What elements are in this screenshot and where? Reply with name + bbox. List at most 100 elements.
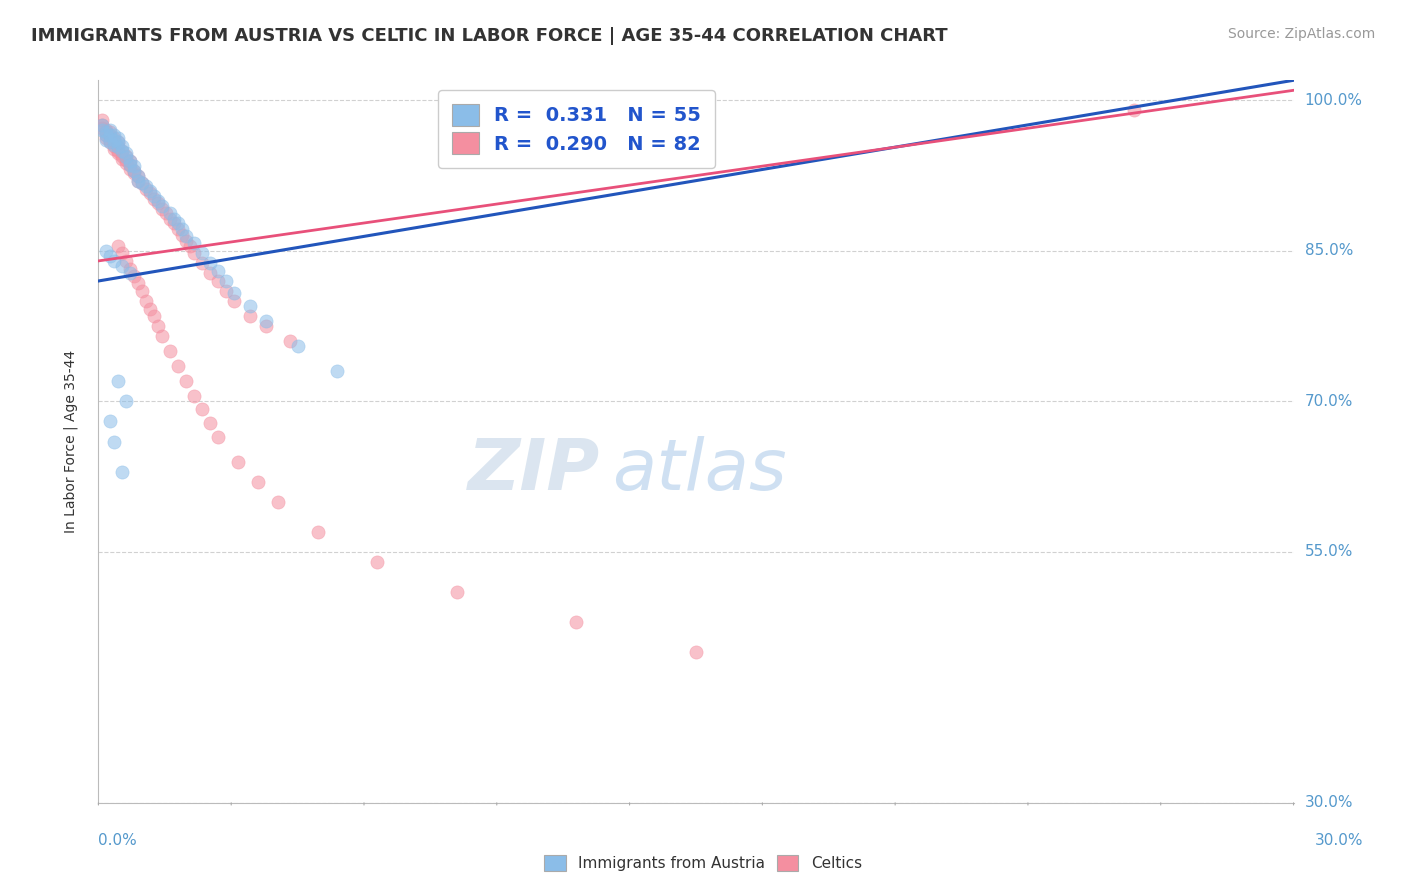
- Text: IMMIGRANTS FROM AUSTRIA VS CELTIC IN LABOR FORCE | AGE 35-44 CORRELATION CHART: IMMIGRANTS FROM AUSTRIA VS CELTIC IN LAB…: [31, 27, 948, 45]
- Point: [115, 153, 138, 167]
- Point: [127, 173, 149, 187]
- Point: [222, 285, 245, 300]
- Point: [198, 266, 221, 280]
- Point: [150, 202, 173, 216]
- Point: [107, 374, 129, 388]
- Point: [103, 133, 125, 147]
- Point: [127, 169, 149, 183]
- Legend: Immigrants from Austria, Celtics: Immigrants from Austria, Celtics: [538, 849, 868, 877]
- Point: [159, 211, 181, 226]
- Point: [207, 274, 229, 288]
- Point: [91, 121, 114, 136]
- Legend: R =  0.331   N = 55, R =  0.290   N = 82: R = 0.331 N = 55, R = 0.290 N = 82: [439, 90, 714, 168]
- Point: [111, 148, 134, 162]
- Point: [183, 235, 205, 250]
- Point: [124, 268, 146, 283]
- Point: [98, 129, 122, 144]
- Point: [155, 205, 177, 219]
- Point: [111, 259, 134, 273]
- Point: [111, 245, 134, 260]
- Point: [98, 128, 122, 143]
- Point: [120, 153, 142, 168]
- Point: [103, 128, 125, 143]
- Point: [226, 454, 249, 468]
- Point: [115, 145, 138, 160]
- Point: [135, 293, 157, 308]
- Point: [120, 157, 142, 171]
- Point: [239, 299, 262, 313]
- Point: [215, 274, 238, 288]
- Point: [98, 414, 122, 428]
- Point: [107, 145, 129, 160]
- Point: [565, 615, 588, 630]
- Point: [1123, 103, 1146, 118]
- Point: [124, 165, 146, 179]
- Point: [143, 309, 166, 323]
- Point: [98, 133, 122, 147]
- Point: [98, 125, 122, 139]
- Point: [107, 136, 129, 150]
- Point: [107, 131, 129, 145]
- Point: [103, 136, 125, 150]
- Point: [120, 153, 142, 168]
- Point: [115, 394, 138, 409]
- Point: [191, 245, 214, 260]
- Point: [107, 139, 129, 153]
- Point: [107, 136, 129, 150]
- Point: [239, 309, 262, 323]
- Point: [91, 123, 114, 137]
- Point: [139, 184, 162, 198]
- Y-axis label: In Labor Force | Age 35-44: In Labor Force | Age 35-44: [63, 350, 77, 533]
- Point: [96, 133, 118, 147]
- Text: 30.0%: 30.0%: [1315, 833, 1362, 848]
- Point: [163, 211, 186, 226]
- Point: [103, 131, 125, 145]
- Point: [167, 359, 190, 374]
- Text: ZIP: ZIP: [468, 436, 600, 505]
- Point: [120, 262, 142, 277]
- Point: [139, 186, 162, 200]
- Point: [307, 524, 329, 539]
- Point: [131, 176, 153, 190]
- Point: [96, 123, 118, 137]
- Point: [120, 161, 142, 176]
- Point: [96, 125, 118, 139]
- Point: [111, 138, 134, 153]
- Point: [139, 301, 162, 316]
- Point: [174, 228, 197, 243]
- Point: [148, 319, 170, 334]
- Point: [207, 264, 229, 278]
- Point: [124, 163, 146, 178]
- Point: [103, 138, 125, 153]
- Point: [446, 585, 468, 599]
- Point: [111, 465, 134, 479]
- Point: [222, 293, 245, 308]
- Point: [103, 253, 125, 268]
- Point: [96, 244, 118, 258]
- Point: [115, 155, 138, 169]
- Point: [207, 429, 229, 443]
- Point: [96, 131, 118, 145]
- Point: [366, 555, 388, 569]
- Point: [287, 339, 309, 353]
- Point: [124, 159, 146, 173]
- Point: [183, 245, 205, 260]
- Text: 30.0%: 30.0%: [1305, 796, 1353, 810]
- Text: 100.0%: 100.0%: [1305, 93, 1362, 108]
- Point: [326, 364, 349, 378]
- Point: [172, 221, 194, 235]
- Point: [111, 144, 134, 158]
- Point: [131, 176, 153, 190]
- Point: [150, 199, 173, 213]
- Point: [246, 475, 269, 489]
- Point: [163, 216, 186, 230]
- Point: [131, 284, 153, 298]
- Text: 70.0%: 70.0%: [1305, 394, 1353, 409]
- Point: [91, 119, 114, 133]
- Point: [215, 284, 238, 298]
- Point: [107, 139, 129, 153]
- Point: [98, 136, 122, 150]
- Point: [191, 256, 214, 270]
- Point: [91, 113, 114, 128]
- Point: [135, 181, 157, 195]
